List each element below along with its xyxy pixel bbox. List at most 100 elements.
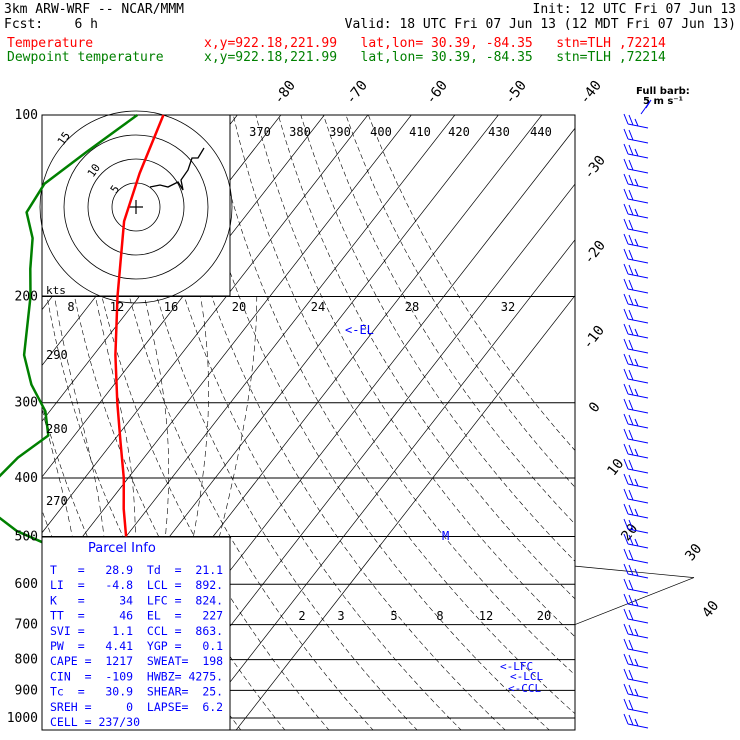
wind-barb (623, 578, 649, 594)
isotherm-line (42, 115, 412, 590)
pressure-label-200: 200 (15, 290, 38, 305)
dry-adiabat (165, 115, 506, 730)
barb-note: Full barb: (636, 86, 690, 97)
isotherm-label: 40 (699, 598, 722, 621)
wind-barb (623, 548, 649, 564)
wind-barb (623, 308, 649, 324)
hodo-speed-label: 12 (110, 300, 124, 314)
theta-label: 370 (249, 125, 271, 139)
dry-adiabat (368, 115, 575, 451)
m-marker: M (442, 529, 449, 543)
isotherm-label: -70 (343, 78, 371, 108)
wind-barb (623, 413, 649, 429)
lcl-marker: <-LCL (510, 670, 543, 683)
temperature-location: x,y=922.18,221.99 lat,lon= 30.39, -84.35… (204, 36, 666, 51)
dry-adiabat (255, 115, 575, 638)
temperature-legend: Temperature (7, 36, 94, 51)
dry-adiabat (188, 115, 550, 730)
wind-barb (623, 173, 649, 189)
theta-label: 400 (370, 125, 392, 139)
dry-adiabat-label: 280 (46, 422, 68, 436)
dry-adiabat (97, 115, 374, 730)
dry-adiabat (120, 115, 418, 730)
wind-barb (623, 533, 649, 549)
parcel-info-row: CAPE = 1217 SWEAT= 198 (50, 654, 223, 668)
parcel-info-row: CELL = 237/30 (50, 715, 140, 729)
parcel-info-row: LI = -4.8 LCL = 892. (50, 578, 223, 592)
parcel-info-row: TT = 46 EL = 227 (50, 609, 223, 623)
hodo-ring (63, 134, 209, 280)
mixing-ratio-label: 5 (390, 609, 397, 623)
wind-barb (623, 203, 649, 219)
hodo-center-cross (129, 200, 143, 214)
pressure-label-900: 900 (15, 683, 38, 698)
dry-adiabat (233, 115, 575, 676)
isotherm-label: -80 (271, 78, 299, 108)
parcel-info-row: SVI = 1.1 CCL = 863. (50, 624, 223, 638)
isotherm-line (42, 115, 325, 478)
parcel-info-row: K = 34 LFC = 824. (50, 593, 223, 607)
hodo-speed-label: 8 (67, 300, 74, 314)
pressure-label-300: 300 (15, 396, 38, 411)
dry-adiabat-label: 270 (46, 494, 68, 508)
hodo-units-label: kts (46, 284, 66, 297)
theta-label: 390 (329, 125, 351, 139)
wind-barb (623, 593, 649, 609)
hodo-speed-label: 16 (164, 300, 178, 314)
isotherm-label: -40 (577, 78, 605, 108)
hodo-ring (87, 158, 185, 256)
theta-label: 420 (448, 125, 470, 139)
sample-barb (640, 99, 652, 115)
isotherm-label: -20 (581, 238, 609, 268)
pressure-label-1000: 1000 (7, 711, 38, 726)
wind-barb (623, 668, 649, 684)
wind-barb (623, 248, 649, 264)
hodo-speed-label: 28 (405, 300, 419, 314)
parcel-info-box: Parcel Info T = 28.9 Td = 21.1LI = -4.8 L… (41, 536, 231, 731)
theta-label: 380 (289, 125, 311, 139)
wind-barb (623, 398, 649, 414)
dry-adiabat (323, 115, 575, 525)
wind-barb (623, 143, 649, 159)
wind-barb (623, 383, 649, 399)
pressure-label-800: 800 (15, 653, 38, 668)
moist-adiabat (148, 296, 209, 730)
isotherm-line (42, 115, 369, 534)
barb-note-units: 5 m s⁻¹ (643, 96, 683, 107)
pressure-label-400: 400 (15, 471, 38, 486)
isotherm-label: 30 (682, 541, 705, 564)
isotherm-label: -60 (423, 78, 451, 108)
wind-barb (623, 323, 649, 339)
isotherm-label: -10 (580, 323, 608, 353)
wind-barbs: Full barb:5 m s⁻¹ (623, 86, 690, 729)
isotherm-label: 0 (586, 399, 604, 415)
forecast-hour: Fcst: 6 h (4, 17, 98, 32)
wind-barb (623, 278, 649, 294)
isotherm-30-extension (574, 565, 695, 578)
hodo-speed-label: 24 (311, 300, 325, 314)
hodo-ring (39, 110, 233, 304)
wind-barb (623, 188, 649, 204)
wind-barb (623, 428, 649, 444)
parcel-info-row: CIN = -109 HWBZ= 4275. (50, 669, 223, 683)
wind-barb (623, 608, 649, 624)
parcel-info-panel (41, 536, 231, 731)
init-time: Init: 12 UTC Fri 07 Jun 13 (532, 2, 737, 17)
parcel-info-row: Tc = 30.9 SHEAR= 25. (50, 685, 223, 699)
parcel-info-row: SREH = 0 LAPSE= 6.2 (50, 700, 223, 714)
pressure-label-100: 100 (15, 108, 38, 123)
wind-barb (623, 518, 649, 534)
hodo-speed-label: 20 (232, 300, 246, 314)
dry-adiabat (142, 115, 462, 730)
wind-barb (623, 488, 649, 504)
wind-barb (623, 218, 649, 234)
wind-barb (623, 443, 649, 459)
wind-barb (623, 368, 649, 384)
hodo-ring-label: 15 (55, 129, 73, 147)
lfc-marker: <-LFC (500, 660, 533, 673)
hodo-speed-label: 32 (501, 300, 515, 314)
wind-barb (623, 338, 649, 354)
theta-label: 410 (409, 125, 431, 139)
